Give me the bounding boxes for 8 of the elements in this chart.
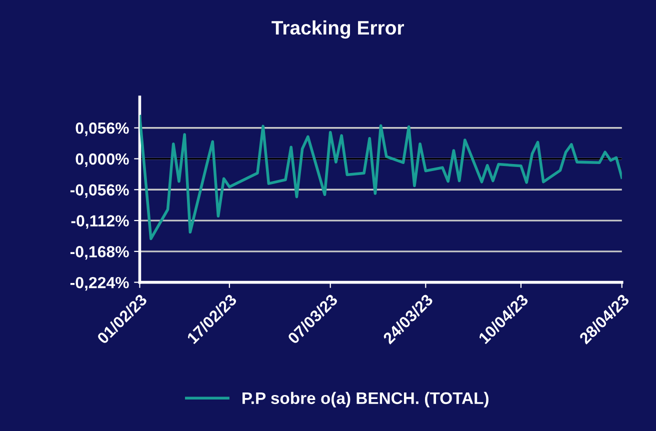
y-tick-label: -0,056% [70, 184, 129, 198]
y-tick-label: 0,056% [76, 122, 129, 136]
chart-title: Tracking Error [272, 20, 404, 39]
y-tick-label: -0,168% [70, 246, 129, 260]
y-tick-label: 0,000% [76, 153, 129, 168]
legend-label: P.P sobre o(a) BENCH. (TOTAL) [242, 392, 488, 408]
y-tick-label: -0,224% [70, 276, 129, 291]
y-tick-label: -0,112% [71, 215, 129, 229]
